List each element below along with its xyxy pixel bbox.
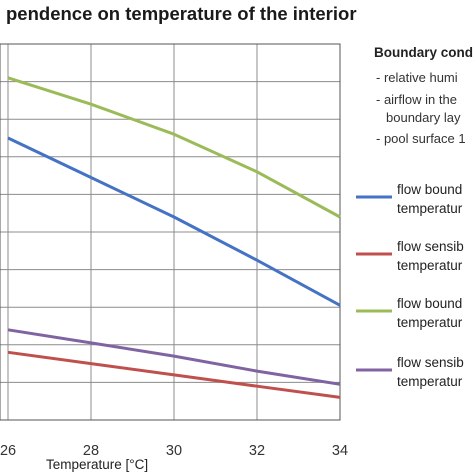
x-axis-label: Temperature [°C] [46,457,148,472]
series-line-4 [7,328,341,386]
legend-label: flow sensib [397,239,464,254]
legend-label: flow sensib [397,355,464,370]
legend-label: flow bound [397,182,462,197]
legend-label: temperatur [397,315,463,330]
x-tick-label: 34 [332,443,348,459]
legend-label: temperatur [397,201,463,216]
x-tick-label: 30 [166,443,182,459]
boundary-condition-line: - airflow in the [376,92,457,107]
boundary-condition-line: boundary lay [386,110,461,125]
series-line-1 [7,136,341,307]
gridlines [0,43,341,421]
chart-title: pendence on temperature of the interior [6,3,357,24]
series-line-2 [7,350,341,399]
legend-label: flow bound [397,296,462,311]
series-line-3 [7,76,341,219]
boundary-conditions-box: Boundary cond - relative humi - airflow in… [374,45,473,146]
legend-label: temperatur [397,258,463,273]
boundary-condition-line: - relative humi [376,70,458,85]
plot-area-border [0,43,341,421]
x-tick-label: 26 [0,443,16,459]
x-tick-label: 28 [83,443,99,459]
boundary-conditions-title: Boundary cond [374,45,473,60]
legend-label: temperatur [397,374,463,389]
x-tick-labels: 26 28 30 32 34 [0,443,348,459]
legend: flow bound temperatur flow sensib temperatu… [356,182,464,389]
series-layer [7,76,341,399]
x-tick-label: 32 [249,443,265,459]
boundary-condition-line: - pool surface 1 [376,131,466,146]
